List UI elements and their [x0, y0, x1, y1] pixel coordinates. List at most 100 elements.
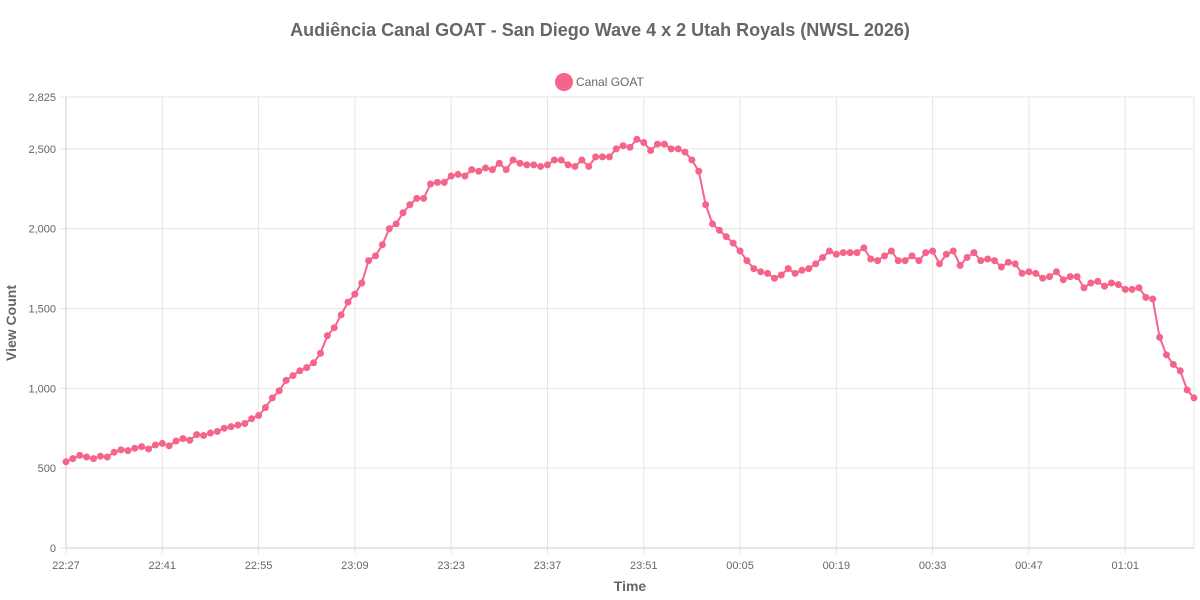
- data-point: [537, 162, 545, 170]
- data-point: [633, 135, 641, 143]
- data-point: [956, 261, 964, 269]
- data-point: [915, 257, 923, 265]
- data-point: [1121, 285, 1129, 293]
- data-point: [165, 442, 173, 450]
- data-point: [468, 166, 476, 174]
- x-tick-label: 00:33: [919, 560, 947, 572]
- data-point: [715, 226, 723, 234]
- data-point: [206, 429, 214, 437]
- x-tick-label: 00:19: [823, 560, 851, 572]
- data-point: [83, 453, 91, 461]
- x-tick-label: 22:27: [52, 560, 80, 572]
- data-point: [991, 257, 999, 265]
- data-point: [227, 423, 235, 431]
- data-point: [557, 156, 565, 164]
- data-point: [158, 439, 166, 447]
- data-point: [825, 247, 833, 255]
- data-point: [378, 241, 386, 249]
- data-point: [764, 269, 772, 277]
- data-point: [819, 253, 827, 261]
- x-tick-label: 00:47: [1015, 560, 1043, 572]
- data-point: [323, 332, 331, 340]
- data-point: [1162, 351, 1170, 359]
- data-point: [475, 167, 483, 175]
- data-point: [172, 437, 180, 445]
- y-tick-label: 2,000: [28, 224, 56, 236]
- data-point: [949, 247, 957, 255]
- data-point: [1025, 268, 1033, 276]
- data-point: [509, 156, 517, 164]
- data-point: [695, 167, 703, 175]
- data-point: [770, 274, 778, 282]
- data-point: [282, 376, 290, 384]
- data-point: [729, 239, 737, 247]
- data-point: [433, 178, 441, 186]
- data-point: [255, 411, 263, 419]
- data-point: [894, 257, 902, 265]
- data-point: [344, 298, 352, 306]
- data-point: [399, 209, 407, 217]
- data-point: [316, 349, 324, 357]
- y-tick-label: 2,500: [28, 144, 56, 156]
- x-tick-label: 22:55: [245, 560, 273, 572]
- data-point: [660, 140, 668, 148]
- data-point: [268, 394, 276, 402]
- legend[interactable]: Canal GOAT: [555, 73, 644, 91]
- data-point: [1039, 274, 1047, 282]
- x-tick-label: 23:23: [437, 560, 465, 572]
- series-points-canal-goat: [62, 135, 1198, 466]
- data-point: [365, 257, 373, 265]
- data-point: [1059, 276, 1067, 284]
- y-gridlines: [60, 96, 1194, 549]
- data-point: [867, 255, 875, 263]
- data-point: [598, 153, 606, 161]
- x-gridlines: [65, 97, 1195, 554]
- data-point: [543, 161, 551, 169]
- data-point: [90, 455, 98, 463]
- data-point: [832, 250, 840, 258]
- data-point: [488, 166, 496, 174]
- data-point: [234, 421, 242, 429]
- data-point: [812, 260, 820, 268]
- data-point: [1052, 268, 1060, 276]
- data-point: [564, 161, 572, 169]
- data-point: [69, 455, 77, 463]
- x-tick-label: 23:51: [630, 560, 658, 572]
- data-point: [681, 148, 689, 156]
- data-point: [592, 153, 600, 161]
- data-point: [963, 253, 971, 261]
- data-point: [1135, 284, 1143, 292]
- data-point: [936, 260, 944, 268]
- x-tick-label: 22:41: [149, 560, 177, 572]
- data-point: [1080, 284, 1088, 292]
- data-point: [420, 194, 428, 202]
- data-point: [502, 166, 510, 174]
- data-point: [117, 446, 125, 454]
- data-point: [743, 257, 751, 265]
- data-point: [1142, 293, 1150, 301]
- x-tick-labels: 22:27 22:41 22:55 23:09 23:23 23:37 23:51 00:05…: [52, 560, 1139, 572]
- data-point: [330, 324, 338, 332]
- y-axis-title: View Count: [3, 285, 19, 361]
- data-point: [1107, 279, 1115, 287]
- data-point: [880, 252, 888, 260]
- data-point: [76, 451, 84, 459]
- data-point: [977, 257, 985, 265]
- data-point: [654, 140, 662, 148]
- legend-marker: [555, 73, 573, 91]
- data-point: [860, 244, 868, 252]
- data-point: [839, 249, 847, 257]
- data-point: [791, 269, 799, 277]
- data-point: [530, 161, 538, 169]
- legend-label: Canal GOAT: [576, 75, 644, 89]
- data-point: [688, 156, 696, 164]
- data-point: [784, 265, 792, 273]
- data-point: [667, 145, 675, 153]
- x-tick-label: 01:01: [1111, 560, 1139, 572]
- data-point: [1169, 360, 1177, 368]
- data-point: [1004, 258, 1012, 266]
- data-point: [275, 387, 283, 395]
- data-point: [722, 233, 730, 241]
- data-point: [220, 424, 228, 432]
